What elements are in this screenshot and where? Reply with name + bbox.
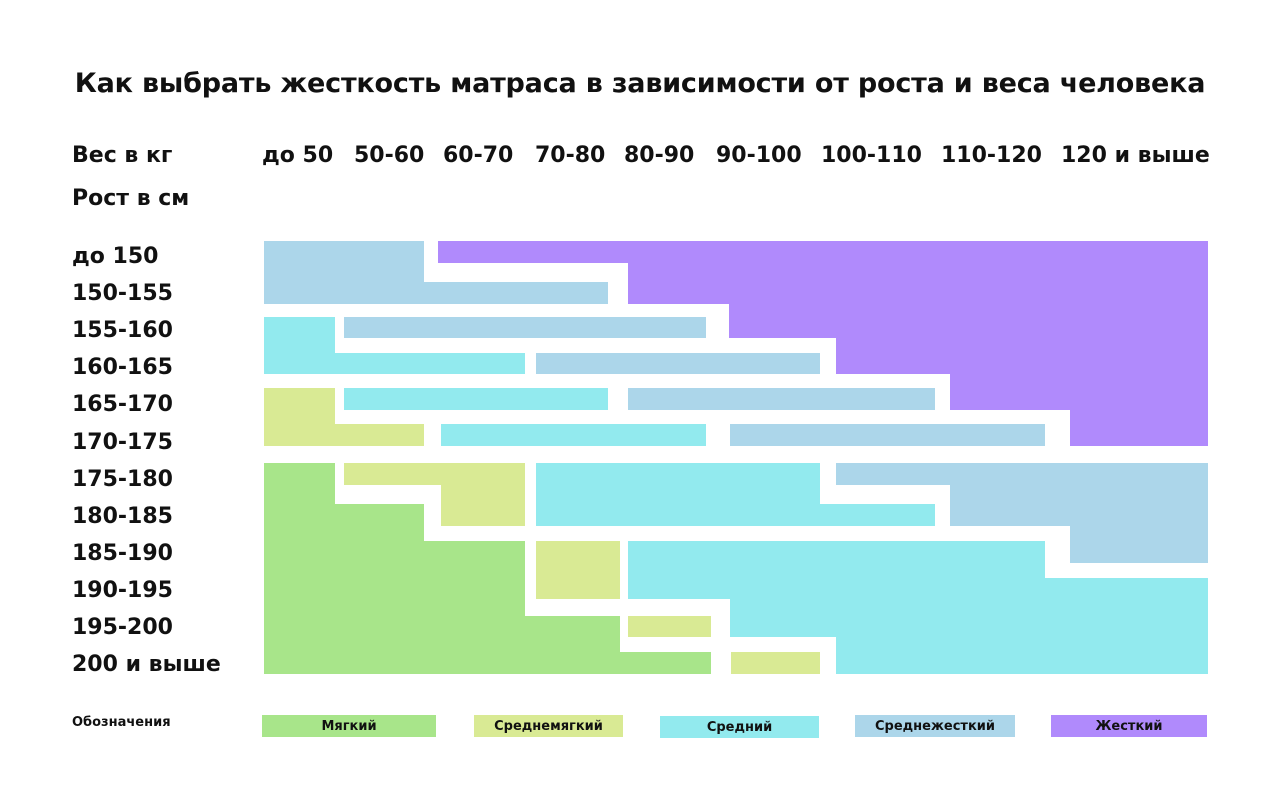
region-medium-soft bbox=[731, 652, 820, 674]
region-medium-soft bbox=[264, 388, 424, 446]
legend-item-soft: Мягкий bbox=[262, 715, 436, 737]
region-medium bbox=[628, 541, 1208, 674]
x-tick-label: 50-60 bbox=[354, 143, 425, 168]
legend-title: Обозначения bbox=[72, 715, 171, 730]
region-medium-soft bbox=[344, 463, 525, 526]
region-medium-firm bbox=[264, 241, 608, 304]
x-tick-label: 70-80 bbox=[535, 143, 606, 168]
region-medium bbox=[344, 388, 608, 410]
x-tick-label: до 50 bbox=[262, 143, 334, 168]
region-firm bbox=[438, 241, 1208, 446]
y-tick-label: 160-165 bbox=[72, 355, 173, 381]
x-axis-label: Вес в кг bbox=[72, 143, 173, 168]
y-tick-label: 175-180 bbox=[72, 466, 173, 492]
region-soft bbox=[264, 463, 711, 674]
region-medium-soft bbox=[536, 541, 620, 599]
y-tick-label: 195-200 bbox=[72, 615, 173, 640]
y-tick-label: 165-170 bbox=[72, 392, 173, 418]
legend-item-medium-firm: Среднежесткий bbox=[855, 715, 1015, 737]
x-tick-label: 60-70 bbox=[443, 143, 514, 168]
region-medium bbox=[536, 463, 935, 526]
region-medium-firm bbox=[730, 424, 1045, 446]
legend-item-medium: Средний bbox=[660, 716, 819, 738]
region-medium-firm bbox=[344, 317, 706, 338]
y-tick-label: до 150 bbox=[72, 244, 159, 269]
x-tick-label: 120 и выше bbox=[1061, 143, 1210, 168]
y-tick-label: 170-175 bbox=[72, 429, 173, 455]
region-medium-firm bbox=[536, 353, 820, 374]
region-medium bbox=[441, 424, 706, 446]
region-medium-firm bbox=[628, 388, 935, 410]
y-tick-label: 185-190 bbox=[72, 540, 173, 566]
y-tick-label: 150-155 bbox=[72, 281, 173, 307]
y-tick-label: 180-185 bbox=[72, 503, 173, 529]
x-tick-label: 100-110 bbox=[821, 143, 922, 168]
chart-title: Как выбрать жесткость матраса в зависимо… bbox=[74, 68, 1206, 99]
legend-item-medium-soft: Среднемягкий bbox=[474, 715, 623, 737]
y-axis-label: Рост в см bbox=[72, 186, 190, 211]
y-tick-label: 200 и выше bbox=[72, 652, 221, 678]
legend-item-firm: Жесткий bbox=[1051, 715, 1207, 737]
region-medium-firm bbox=[836, 463, 1208, 563]
region-medium-soft bbox=[628, 616, 711, 637]
x-tick-label: 90-100 bbox=[716, 143, 802, 168]
x-tick-label: 110-120 bbox=[941, 143, 1042, 168]
region-medium bbox=[264, 317, 525, 374]
x-tick-label: 80-90 bbox=[624, 143, 695, 168]
y-tick-label: 155-160 bbox=[72, 318, 173, 344]
y-tick-label: 190-195 bbox=[72, 577, 173, 603]
